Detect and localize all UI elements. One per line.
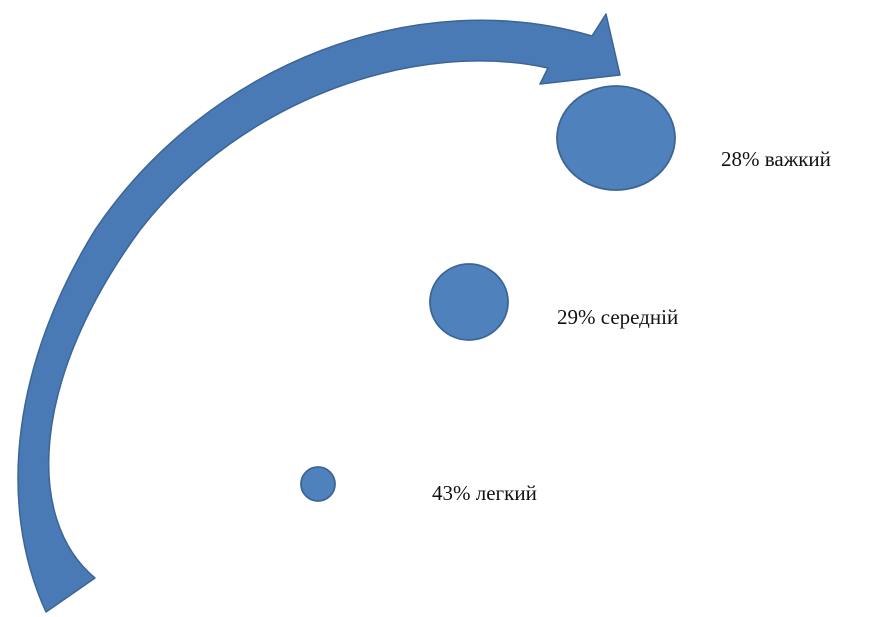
circle-light — [301, 467, 335, 501]
circle-heavy — [557, 86, 675, 190]
label-light: 43% легкий — [432, 483, 537, 504]
label-heavy: 28% важкий — [721, 149, 831, 170]
label-medium: 29% середній — [557, 307, 678, 328]
circle-medium — [430, 264, 508, 340]
curved-arrow-icon — [18, 14, 620, 612]
